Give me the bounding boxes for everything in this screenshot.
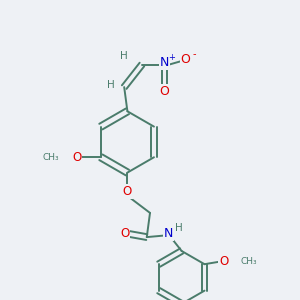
Text: O: O	[72, 151, 81, 164]
Text: O: O	[123, 185, 132, 198]
Text: H: H	[120, 52, 128, 61]
Text: -: -	[193, 49, 196, 59]
Text: N: N	[160, 56, 169, 69]
Text: N: N	[164, 227, 173, 240]
Text: O: O	[160, 85, 170, 98]
Text: CH₃: CH₃	[240, 257, 256, 266]
Text: H: H	[175, 224, 183, 233]
Text: O: O	[120, 227, 130, 240]
Text: O: O	[181, 53, 190, 66]
Text: H: H	[107, 80, 115, 91]
Text: CH₃: CH₃	[42, 153, 59, 162]
Text: +: +	[168, 53, 175, 62]
Text: O: O	[219, 255, 229, 268]
